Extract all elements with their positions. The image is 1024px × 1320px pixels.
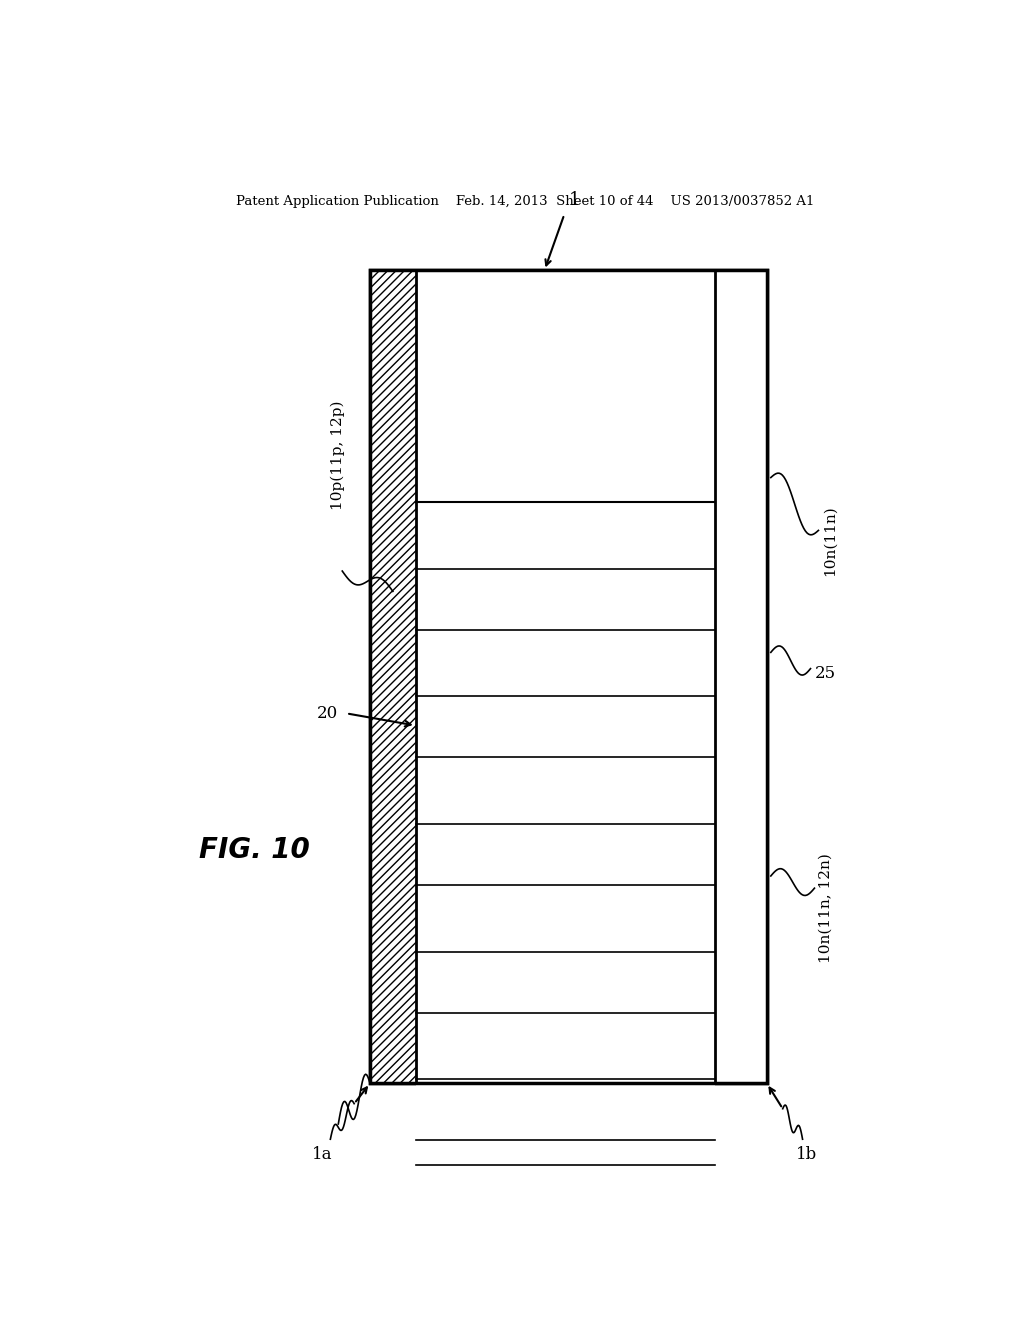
- Text: 1: 1: [568, 191, 580, 210]
- Text: 20: 20: [317, 705, 338, 722]
- Bar: [370, 271, 767, 1084]
- Bar: [416, 271, 715, 502]
- Text: 1b: 1b: [796, 1146, 817, 1163]
- Bar: [416, 569, 715, 630]
- Bar: [416, 502, 715, 569]
- Bar: [416, 630, 715, 696]
- Text: 1a: 1a: [312, 1146, 333, 1163]
- Bar: [416, 696, 715, 758]
- Bar: [715, 271, 767, 1084]
- Text: 25: 25: [814, 665, 836, 682]
- Bar: [416, 1080, 715, 1140]
- Bar: [416, 952, 715, 1012]
- Bar: [416, 1012, 715, 1080]
- Bar: [370, 271, 416, 1084]
- Bar: [416, 758, 715, 824]
- Bar: [416, 884, 715, 952]
- Text: Patent Application Publication    Feb. 14, 2013  Sheet 10 of 44    US 2013/00378: Patent Application Publication Feb. 14, …: [236, 194, 814, 207]
- Bar: [416, 824, 715, 884]
- Bar: [370, 271, 767, 1084]
- Text: 10p(11p, 12p): 10p(11p, 12p): [331, 400, 345, 510]
- Text: 10n(11n): 10n(11n): [822, 506, 837, 576]
- Bar: [416, 1140, 715, 1164]
- Text: 10n(11n, 12n): 10n(11n, 12n): [818, 854, 833, 964]
- Text: FIG. 10: FIG. 10: [200, 836, 310, 863]
